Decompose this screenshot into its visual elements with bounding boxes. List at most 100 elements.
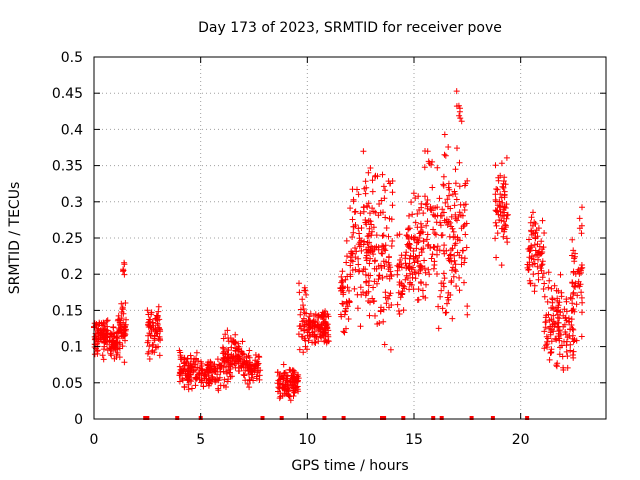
data-point (498, 160, 505, 167)
data-point (397, 257, 404, 263)
data-point (451, 242, 458, 249)
data-point (494, 186, 501, 193)
data-point (179, 377, 186, 384)
data-point (461, 279, 467, 286)
data-point (362, 292, 369, 299)
data-point (435, 303, 442, 310)
data-point (274, 369, 281, 376)
data-point (381, 246, 387, 253)
data-point (551, 323, 558, 330)
data-point (457, 201, 464, 208)
data-point (296, 289, 303, 296)
data-point (116, 341, 123, 348)
data-point (535, 270, 542, 277)
data-point (445, 296, 452, 303)
data-point (541, 230, 548, 236)
zero-value-marker (341, 416, 346, 420)
data-point (403, 272, 410, 279)
data-point (227, 353, 234, 360)
data-point (322, 320, 329, 327)
data-point (464, 303, 471, 310)
data-point (492, 207, 499, 214)
data-point (380, 183, 387, 190)
data-point (440, 181, 447, 188)
data-point (415, 258, 421, 265)
data-point (560, 323, 567, 330)
data-point (207, 360, 214, 366)
data-point (458, 254, 465, 261)
data-point (572, 280, 579, 287)
data-point (539, 217, 546, 224)
data-point (424, 205, 431, 212)
data-point (370, 251, 377, 258)
data-point (114, 335, 121, 342)
data-point (223, 384, 229, 390)
data-point (558, 293, 565, 300)
data-point (355, 261, 362, 268)
data-point (367, 255, 374, 262)
data-point (284, 385, 291, 392)
data-point (408, 199, 415, 206)
data-point (381, 195, 388, 202)
data-point (571, 255, 578, 262)
data-point (387, 268, 394, 275)
data-point (451, 202, 458, 209)
data-point (110, 324, 117, 330)
data-point (456, 287, 463, 294)
data-point (344, 253, 350, 260)
data-point (456, 159, 463, 166)
data-point (562, 331, 569, 338)
x-tick-label: 5 (196, 432, 205, 448)
data-point (366, 217, 372, 224)
data-point (403, 249, 410, 256)
data-point (555, 288, 562, 294)
data-point (415, 193, 422, 200)
data-point (148, 311, 155, 318)
data-point (293, 373, 300, 380)
data-point (498, 194, 505, 201)
data-point (322, 308, 329, 315)
data-point (396, 231, 403, 238)
data-point (562, 314, 569, 321)
data-point (118, 300, 125, 307)
data-point (555, 319, 562, 326)
data-point (552, 335, 559, 342)
data-point (415, 286, 422, 293)
data-point (222, 331, 229, 338)
data-point (246, 362, 253, 369)
data-point (569, 352, 576, 358)
data-point (298, 325, 304, 332)
data-point (370, 208, 377, 215)
data-point (224, 327, 231, 334)
data-point (291, 369, 298, 376)
data-point (378, 265, 385, 271)
data-point (156, 325, 163, 332)
data-point (502, 181, 509, 188)
data-point (389, 189, 396, 196)
data-point (462, 180, 469, 187)
data-point (178, 356, 185, 363)
data-point (280, 375, 286, 382)
data-point (464, 311, 471, 318)
data-point (442, 199, 449, 206)
data-point (561, 306, 568, 313)
data-point (354, 305, 361, 312)
data-point (410, 234, 417, 241)
data-point (456, 209, 463, 216)
data-point (350, 196, 357, 203)
data-point (544, 298, 551, 305)
data-point (123, 316, 129, 323)
data-point (434, 164, 441, 171)
data-point (411, 236, 418, 243)
data-point (224, 370, 230, 377)
data-point (255, 364, 262, 371)
data-point (460, 247, 466, 254)
data-point (350, 229, 357, 236)
data-point (406, 225, 413, 232)
data-point (193, 356, 200, 363)
data-point (276, 373, 283, 379)
data-point (116, 326, 123, 333)
data-point (497, 191, 504, 198)
data-point (438, 280, 445, 287)
